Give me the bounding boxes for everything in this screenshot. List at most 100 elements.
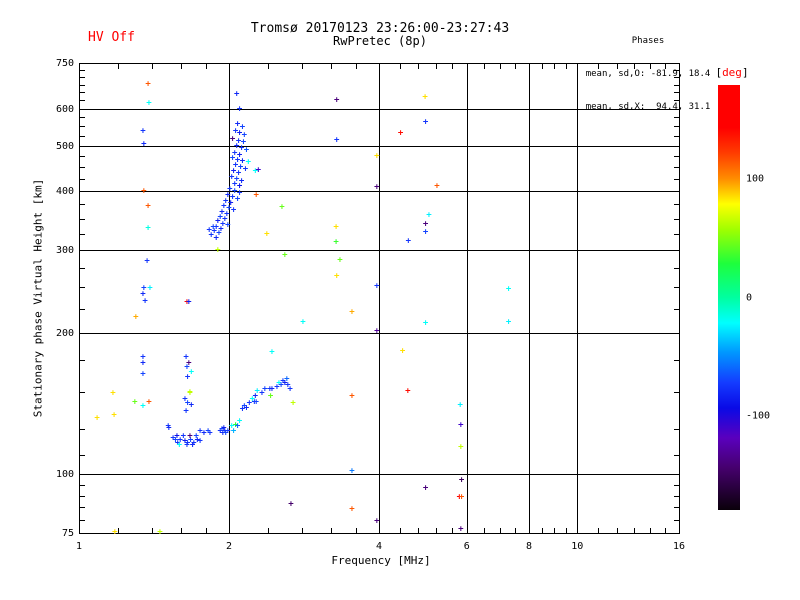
x-tick bbox=[566, 64, 567, 69]
data-point: + bbox=[434, 181, 440, 192]
data-point: + bbox=[197, 436, 203, 447]
data-point: + bbox=[231, 148, 238, 159]
colorbar-bracket-close: ] bbox=[741, 66, 749, 79]
data-point: + bbox=[146, 397, 152, 408]
x-tick bbox=[679, 524, 680, 533]
data-point: + bbox=[187, 431, 193, 442]
x-tick bbox=[529, 524, 530, 533]
y-tick bbox=[80, 63, 89, 64]
data-point: + bbox=[208, 230, 214, 241]
x-tick bbox=[79, 64, 80, 73]
x-tick bbox=[152, 64, 153, 69]
y-tick bbox=[80, 109, 89, 110]
y-tick bbox=[80, 70, 85, 71]
x-tick bbox=[665, 64, 666, 69]
hv-status-label: HV Off bbox=[88, 30, 135, 45]
data-point: + bbox=[422, 483, 429, 494]
data-point: + bbox=[215, 216, 221, 227]
x-tick bbox=[400, 64, 401, 69]
x-tick bbox=[379, 524, 380, 533]
y-tick bbox=[674, 507, 679, 508]
x-tick bbox=[515, 64, 516, 69]
data-point: + bbox=[239, 404, 246, 415]
x-tick bbox=[229, 64, 230, 73]
data-point: + bbox=[145, 79, 151, 89]
data-point: + bbox=[133, 312, 139, 323]
data-point: + bbox=[206, 225, 212, 236]
x-tick bbox=[566, 528, 567, 533]
data-point: + bbox=[405, 236, 412, 247]
data-point: + bbox=[236, 188, 243, 199]
data-point: + bbox=[140, 358, 146, 369]
data-point: + bbox=[222, 214, 228, 225]
data-point: + bbox=[259, 388, 265, 399]
y-tick bbox=[674, 309, 679, 310]
data-point: + bbox=[186, 297, 192, 308]
x-tick bbox=[181, 64, 182, 69]
y-tick bbox=[674, 219, 679, 220]
x-tick bbox=[152, 528, 153, 533]
y-tick-label: 75 bbox=[61, 528, 74, 539]
data-point: + bbox=[228, 421, 235, 432]
data-point: + bbox=[274, 382, 280, 392]
y-tick bbox=[80, 136, 85, 137]
colorbar bbox=[718, 85, 740, 510]
data-point: + bbox=[201, 428, 207, 439]
data-point: + bbox=[505, 317, 512, 328]
y-tick bbox=[80, 455, 85, 456]
data-point: + bbox=[165, 421, 171, 432]
data-point: + bbox=[229, 153, 236, 164]
data-point: + bbox=[186, 358, 192, 369]
y-tick bbox=[80, 156, 85, 157]
data-point: + bbox=[225, 426, 231, 437]
y-tick bbox=[674, 360, 679, 361]
colorbar-unit-text: deg bbox=[722, 66, 742, 79]
y-tick bbox=[674, 136, 679, 137]
x-tick bbox=[436, 64, 437, 69]
data-point: + bbox=[230, 205, 237, 216]
phase-stats-block: Phases mean, sd,O: -81.9, 18.4 mean, sd,… bbox=[570, 14, 726, 135]
data-point: + bbox=[142, 296, 148, 307]
data-point: + bbox=[220, 428, 226, 439]
data-point: + bbox=[252, 166, 259, 177]
y-tick-label: 600 bbox=[55, 103, 74, 115]
x-tick bbox=[118, 528, 119, 533]
x-gridline bbox=[229, 63, 230, 533]
x-tick bbox=[379, 64, 380, 73]
data-point: + bbox=[282, 250, 288, 260]
y-tick bbox=[80, 100, 85, 101]
x-tick bbox=[617, 528, 618, 533]
data-point: + bbox=[146, 98, 152, 109]
data-point: + bbox=[187, 435, 194, 445]
data-point: + bbox=[233, 89, 240, 100]
y-tick bbox=[80, 520, 85, 521]
data-point: + bbox=[337, 255, 343, 266]
y-tick bbox=[674, 204, 679, 205]
x-tick-label: 6 bbox=[463, 541, 470, 552]
data-point: + bbox=[207, 428, 213, 439]
data-point: + bbox=[456, 492, 463, 503]
data-point: + bbox=[397, 128, 404, 139]
data-point: + bbox=[333, 237, 339, 248]
y-tick bbox=[80, 333, 89, 334]
data-point: + bbox=[246, 398, 253, 409]
x-tick bbox=[452, 64, 453, 69]
data-point: + bbox=[140, 126, 146, 137]
y-tick bbox=[674, 496, 679, 497]
y-tick bbox=[80, 219, 85, 220]
x-tick bbox=[598, 64, 599, 69]
data-point: + bbox=[228, 172, 235, 183]
y-tick bbox=[670, 109, 679, 110]
data-point: + bbox=[254, 386, 260, 396]
colorbar-bracket-open: [ bbox=[715, 66, 723, 79]
data-point: + bbox=[182, 394, 188, 405]
y-tick bbox=[80, 85, 85, 86]
data-point: + bbox=[374, 281, 380, 292]
data-point: + bbox=[222, 426, 228, 437]
data-point: + bbox=[193, 431, 199, 442]
x-tick bbox=[467, 64, 468, 73]
y-tick-label: 200 bbox=[55, 327, 74, 339]
data-point: + bbox=[217, 212, 223, 223]
data-point: + bbox=[140, 401, 146, 412]
x-tick bbox=[529, 64, 530, 73]
